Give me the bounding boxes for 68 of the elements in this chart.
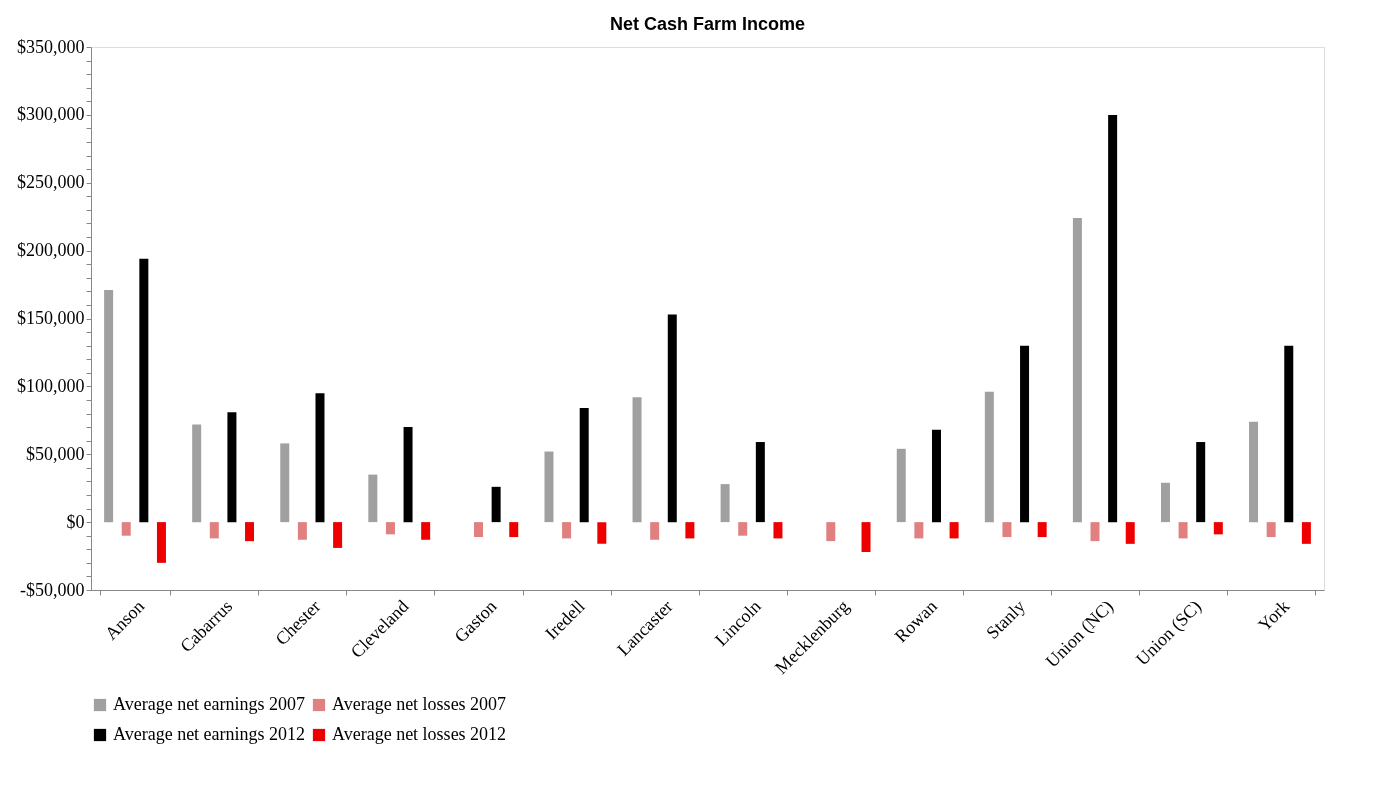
- bar: [984, 391, 994, 523]
- y-tick-label: $100,000: [17, 375, 85, 396]
- bar: [509, 522, 519, 538]
- bar: [297, 522, 307, 540]
- bar: [491, 486, 501, 523]
- bar: [139, 258, 149, 523]
- bar: [1178, 522, 1188, 539]
- bar: [421, 522, 431, 540]
- bar: [1160, 482, 1170, 523]
- bar: [403, 427, 413, 523]
- bar: [315, 393, 325, 523]
- bar: [931, 429, 941, 523]
- bar: [1037, 522, 1047, 538]
- legend-label: Average net earnings 2012: [113, 724, 306, 744]
- x-tick-label: York: [1254, 596, 1294, 636]
- bar: [1284, 345, 1294, 523]
- bar: [685, 522, 695, 539]
- bar: [720, 484, 730, 523]
- bar: [826, 522, 836, 542]
- bar: [632, 397, 642, 523]
- y-tick-label: $0: [66, 511, 85, 532]
- bar: [738, 522, 748, 536]
- bar: [1072, 218, 1082, 523]
- bar: [755, 442, 765, 523]
- bar: [333, 522, 343, 548]
- bar: [192, 424, 202, 523]
- y-tick-label: $300,000: [17, 104, 85, 125]
- y-tick-label: -$50,000: [20, 579, 85, 600]
- y-tick-label: $250,000: [17, 172, 85, 193]
- bar: [650, 522, 660, 540]
- legend-label: Average net losses 2007: [332, 694, 507, 714]
- bar: [1125, 522, 1135, 544]
- bar: [368, 474, 378, 523]
- y-tick-label: $200,000: [17, 240, 85, 261]
- bar: [544, 451, 554, 523]
- bar: [861, 522, 871, 552]
- bar: [156, 522, 166, 563]
- bar: [949, 522, 959, 539]
- bar: [914, 522, 924, 539]
- bar: [1020, 345, 1030, 523]
- bar: [1301, 522, 1311, 544]
- bar: [1249, 421, 1259, 523]
- bar: [245, 522, 255, 542]
- bar: [474, 522, 484, 538]
- bar: [1213, 522, 1223, 535]
- bar: [1090, 522, 1100, 542]
- bar: [597, 522, 607, 544]
- bar: [209, 522, 219, 539]
- bar: [1266, 522, 1276, 538]
- bar: [227, 412, 237, 523]
- bar: [104, 289, 114, 523]
- legend-label: Average net losses 2012: [332, 724, 507, 744]
- bar: [280, 443, 290, 523]
- bar: [896, 448, 906, 523]
- legend-label: Average net earnings 2007: [113, 694, 306, 714]
- y-tick-label: $350,000: [17, 36, 85, 57]
- bar: [579, 408, 589, 523]
- bar: [385, 522, 395, 535]
- y-tick-label: $150,000: [17, 308, 85, 328]
- bar: [562, 522, 572, 539]
- bar: [121, 522, 131, 536]
- chart-title: Net Cash Farm Income: [609, 14, 806, 34]
- bar: [1196, 442, 1206, 523]
- y-tick-label: $50,000: [26, 443, 85, 464]
- bar: [1002, 522, 1012, 538]
- bar: [773, 522, 783, 539]
- bar: [667, 314, 677, 523]
- bar: [1108, 114, 1118, 523]
